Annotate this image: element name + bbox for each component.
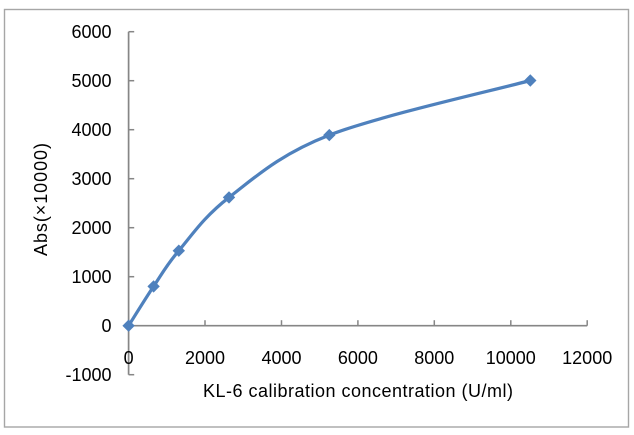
svg-text:6000: 6000 (71, 22, 111, 42)
svg-text:0: 0 (101, 316, 111, 336)
svg-text:8000: 8000 (414, 348, 454, 368)
svg-text:0: 0 (124, 348, 134, 368)
svg-text:-1000: -1000 (65, 365, 111, 385)
svg-text:2000: 2000 (71, 218, 111, 238)
svg-text:3000: 3000 (71, 169, 111, 189)
svg-text:4000: 4000 (71, 120, 111, 140)
svg-text:KL-6 calibration concentration: KL-6 calibration concentration (U/ml) (203, 381, 513, 401)
svg-text:Abs(×10000): Abs(×10000) (31, 143, 51, 256)
svg-text:4000: 4000 (261, 348, 301, 368)
svg-text:1000: 1000 (71, 267, 111, 287)
svg-text:2000: 2000 (185, 348, 225, 368)
svg-text:6000: 6000 (338, 348, 378, 368)
svg-text:5000: 5000 (71, 71, 111, 91)
svg-text:12000: 12000 (562, 348, 612, 368)
svg-text:10000: 10000 (486, 348, 536, 368)
